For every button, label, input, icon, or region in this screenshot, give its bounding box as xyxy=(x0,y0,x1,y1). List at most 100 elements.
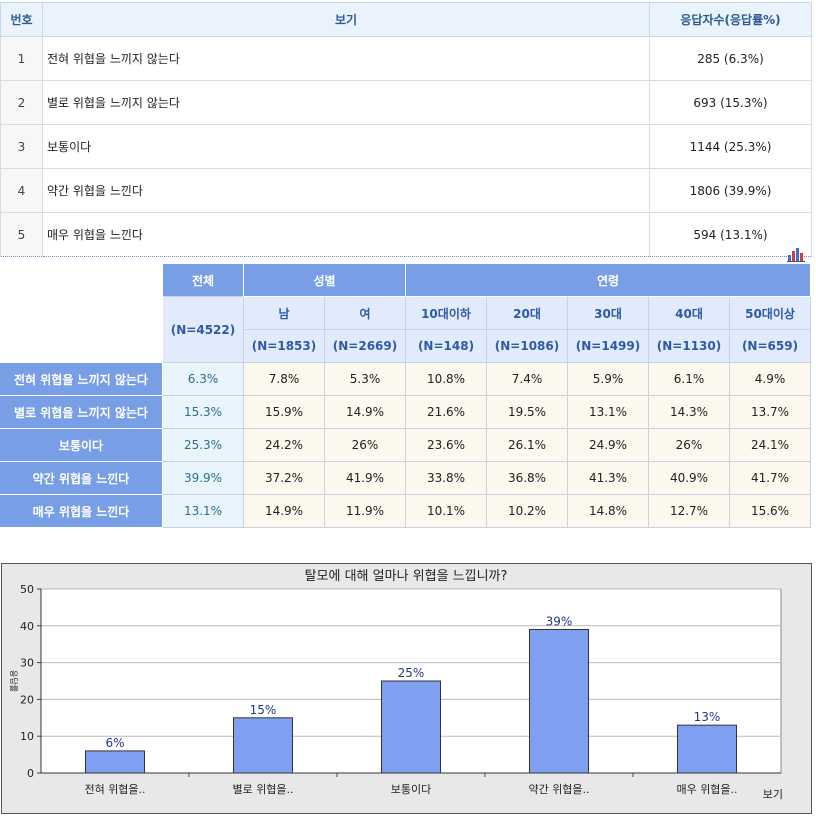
answer-row: 5 매우 위협을 느낀다 594 (13.1%) xyxy=(0,212,812,257)
bar-chart: 탈모에 대해 얼마나 위협을 느낍니까? 0 10 20 30 40 50 응답률 6% 전혀 위… xyxy=(9,569,783,801)
answer-option: 전혀 위협을 느끼지 않는다 xyxy=(42,36,650,81)
row-value: 5.3% xyxy=(325,363,406,396)
crosstab-row: 별로 위협을 느끼지 않는다 15.3% 15.9% 14.9% 21.6% 19.5% 1… xyxy=(0,396,812,429)
row-value: 24.2% xyxy=(244,429,325,462)
y-tick-label: 0 xyxy=(27,767,34,780)
crosstab-row: 보통이다 25.3% 24.2% 26% 23.6% 26.1% 24.9% 26% 24.1% xyxy=(0,429,812,462)
crosstab-table: 전체 성별 연령 (N=4522) 남 여 10대이하 20대 30대 40대 50대이상 … xyxy=(0,264,812,528)
header-count: 응답자수(응답률%) xyxy=(649,2,812,37)
answer-no: 5 xyxy=(0,212,43,257)
chart-panel: 탈모에 대해 얼마나 위협을 느낍니까? 0 10 20 30 40 50 응답률 6% 전혀 위… xyxy=(1,563,812,814)
row-value: 26% xyxy=(649,429,730,462)
column-n: (N=1130) xyxy=(649,330,730,363)
bar-value-label: 6% xyxy=(105,736,124,750)
x-tick-label: 약간 위협을.. xyxy=(528,782,589,796)
answer-row: 4 약간 위협을 느낀다 1806 (39.9%) xyxy=(0,168,812,213)
answers-table: 번호 보기 응답자수(응답률%) 1 전혀 위협을 느끼지 않는다 285 (6.3… xyxy=(0,2,812,257)
answer-option: 약간 위협을 느낀다 xyxy=(42,168,650,213)
row-value: 5.9% xyxy=(568,363,649,396)
answer-no: 1 xyxy=(0,36,43,81)
column-n: (N=148) xyxy=(406,330,487,363)
bar xyxy=(529,628,589,774)
answer-no: 2 xyxy=(0,80,43,125)
row-total: 6.3% xyxy=(163,363,244,396)
answer-count: 693 (15.3%) xyxy=(649,80,812,125)
crosstab-row: 약간 위협을 느낀다 39.9% 37.2% 41.9% 33.8% 36.8% 41.3%… xyxy=(0,462,812,495)
answer-row: 3 보통이다 1144 (25.3%) xyxy=(0,124,812,169)
row-value: 26% xyxy=(325,429,406,462)
row-value: 10.8% xyxy=(406,363,487,396)
row-value: 19.5% xyxy=(487,396,568,429)
bar-value-label: 13% xyxy=(694,710,721,724)
column-n: (N=1853) xyxy=(244,330,325,363)
x-tick-label: 별로 위협을.. xyxy=(232,783,293,796)
bar xyxy=(85,750,145,774)
row-label: 보통이다 xyxy=(0,429,163,462)
row-value: 12.7% xyxy=(649,495,730,528)
total-header: 전체 xyxy=(163,264,244,297)
gender-header: 성별 xyxy=(244,264,406,297)
crosstab-corner xyxy=(0,264,163,363)
answer-row: 2 별로 위협을 느끼지 않는다 693 (15.3%) xyxy=(0,80,812,125)
row-value: 7.8% xyxy=(244,363,325,396)
row-value: 24.9% xyxy=(568,429,649,462)
column-n: (N=659) xyxy=(730,330,812,363)
crosstab-n-row: (N=1853) (N=2669) (N=148) (N=1086) (N=1499)(… xyxy=(0,330,812,363)
crosstab-row: 매우 위협을 느낀다 13.1% 14.9% 11.9% 10.1% 10.2% 14.8%… xyxy=(0,495,812,528)
answer-no: 3 xyxy=(0,124,43,169)
y-axis-label: 응답률 xyxy=(9,670,19,692)
column-header: 여 xyxy=(325,297,406,330)
total-n: (N=4522) xyxy=(163,297,244,363)
row-total: 15.3% xyxy=(163,396,244,429)
row-value: 13.7% xyxy=(730,396,812,429)
row-value: 26.1% xyxy=(487,429,568,462)
crosstab-group-row: 전체 성별 연령 xyxy=(0,264,812,363)
row-value: 14.8% xyxy=(568,495,649,528)
y-tick-label: 50 xyxy=(20,583,34,596)
column-header: 50대이상 xyxy=(730,297,812,330)
answer-option: 별로 위협을 느끼지 않는다 xyxy=(42,80,650,125)
answers-header-row: 번호 보기 응답자수(응답률%) xyxy=(0,2,812,37)
answer-count: 594 (13.1%) xyxy=(649,212,812,257)
bar xyxy=(677,724,737,774)
y-tick-label: 20 xyxy=(20,693,34,706)
row-value: 24.1% xyxy=(730,429,812,462)
bar xyxy=(381,680,441,774)
row-value: 41.7% xyxy=(730,462,812,495)
crosstab-row: 전혀 위협을 느끼지 않는다 6.3% 7.8% 5.3% 10.8% 7.4% 5.9% 6… xyxy=(0,363,812,396)
bar-value-label: 39% xyxy=(546,614,573,628)
answer-option: 매우 위협을 느낀다 xyxy=(42,212,650,257)
answer-count: 1144 (25.3%) xyxy=(649,124,812,169)
column-n: (N=1086) xyxy=(487,330,568,363)
y-tick-label: 30 xyxy=(20,657,34,670)
row-value: 6.1% xyxy=(649,363,730,396)
row-value: 41.3% xyxy=(568,462,649,495)
x-tick-label: 보통이다 xyxy=(391,783,431,796)
row-value: 41.9% xyxy=(325,462,406,495)
y-tick-label: 40 xyxy=(20,620,34,633)
row-value: 14.9% xyxy=(325,396,406,429)
row-value: 14.9% xyxy=(244,495,325,528)
row-value: 10.1% xyxy=(406,495,487,528)
column-header: 30대 xyxy=(568,297,649,330)
row-value: 37.2% xyxy=(244,462,325,495)
row-value: 14.3% xyxy=(649,396,730,429)
column-n: (N=2669) xyxy=(325,330,406,363)
row-value: 21.6% xyxy=(406,396,487,429)
bar-value-label: 15% xyxy=(250,703,277,717)
row-value: 15.6% xyxy=(730,495,812,528)
column-header: 남 xyxy=(244,297,325,330)
row-total: 25.3% xyxy=(163,429,244,462)
row-value: 23.6% xyxy=(406,429,487,462)
age-header: 연령 xyxy=(406,264,812,297)
answer-row: 1 전혀 위협을 느끼지 않는다 285 (6.3%) xyxy=(0,36,812,81)
column-n: (N=1499) xyxy=(568,330,649,363)
row-value: 15.9% xyxy=(244,396,325,429)
x-axis-label: 보기 xyxy=(763,788,783,801)
header-option: 보기 xyxy=(42,2,650,37)
x-tick-label: 매우 위협을.. xyxy=(676,783,737,796)
column-header: 40대 xyxy=(649,297,730,330)
bar-chart-icon[interactable] xyxy=(786,246,806,262)
row-value: 40.9% xyxy=(649,462,730,495)
answer-count: 285 (6.3%) xyxy=(649,36,812,81)
